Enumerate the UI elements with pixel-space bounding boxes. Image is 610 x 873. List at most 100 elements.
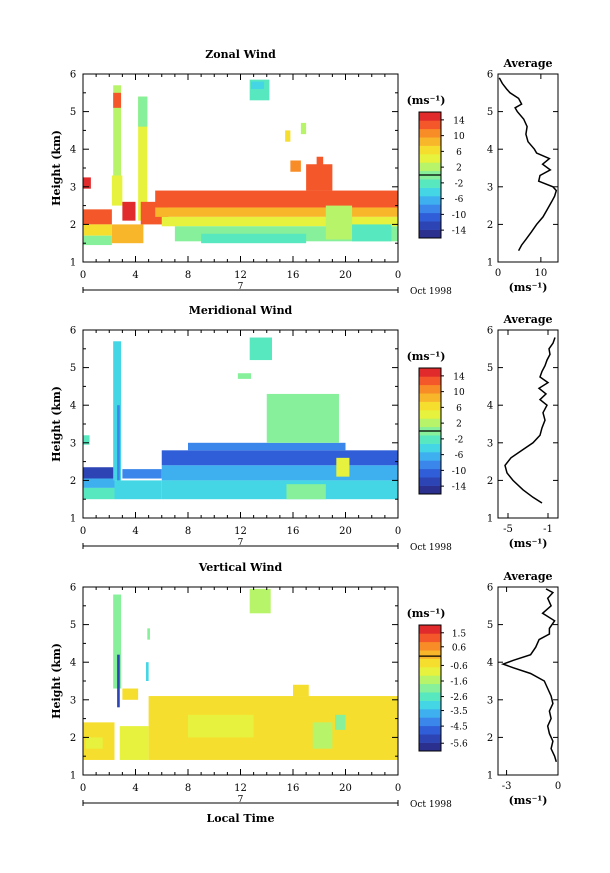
heatmap-cell [352, 224, 392, 242]
avg-y-tick-label: 3 [487, 695, 493, 706]
heatmap-cell [188, 714, 254, 738]
x-tick-label: 16 [287, 526, 300, 537]
colorbar-swatch [419, 675, 441, 685]
heatmap-cell [117, 405, 120, 481]
heatmap-cell [111, 175, 123, 206]
colorbar-tick-label: 2 [456, 164, 462, 174]
avg-title: Average [502, 570, 552, 583]
colorbar-swatch [419, 658, 441, 668]
heatmap-cell [113, 594, 122, 689]
panel-title: Meridional Wind [189, 304, 293, 317]
colorbar-swatch [419, 700, 441, 710]
heatmap-cell [146, 662, 149, 681]
colorbar-swatch [419, 128, 441, 138]
colorbar-tick-label: -1.6 [450, 678, 468, 688]
colorbar-tick-label: -2 [455, 179, 464, 189]
colorbar-swatch [419, 443, 441, 453]
avg-x-tick-label: -5 [503, 524, 513, 535]
heatmap-cell [113, 92, 122, 108]
colorbar-swatch [419, 410, 441, 419]
colorbar-unit-label: (ms⁻¹) [407, 94, 446, 107]
heatmap-cell [300, 122, 307, 135]
colorbar-swatch [419, 418, 441, 428]
colorbar-tick-label: -3.5 [450, 707, 468, 717]
avg-profile-line [498, 77, 558, 252]
heatmap-cell [312, 722, 333, 749]
y-tick-label: 6 [70, 583, 76, 594]
y-axis-label: Height (km) [50, 643, 63, 719]
colorbar-tick-label: 14 [453, 372, 465, 382]
avg-y-tick-label: 1 [487, 258, 493, 269]
y-tick-label: 1 [70, 771, 76, 782]
heatmap-cell [83, 224, 112, 236]
date-label: Oct 1998 [410, 543, 452, 553]
heatmap-cell [83, 177, 91, 189]
x-tick-label: 0 [395, 270, 401, 281]
heatmap-cell [188, 442, 346, 451]
x-tick-label: 8 [185, 783, 191, 794]
y-axis-label: Height (km) [50, 386, 63, 462]
colorbar-unit-label: (ms⁻¹) [407, 607, 446, 620]
colorbar-swatch [419, 187, 441, 197]
x-tick-label: 0 [80, 783, 86, 794]
avg-y-tick-label: 6 [487, 326, 493, 337]
colorbar-swatch [419, 368, 441, 377]
heatmap-cell [119, 726, 149, 760]
colorbar-tick-label: -5.6 [450, 740, 468, 750]
avg-y-tick-label: 2 [487, 220, 493, 231]
heatmap-cell [286, 484, 326, 500]
avg-x-tick-label: 0 [495, 268, 501, 279]
x-axis-label: Local Time [207, 812, 275, 825]
heatmap-cell [138, 96, 148, 127]
panel-title: Vertical Wind [198, 561, 283, 574]
date-label: Oct 1998 [410, 287, 452, 297]
heatmap-cell [249, 337, 272, 361]
y-tick-label: 4 [70, 401, 76, 412]
avg-y-tick-label: 5 [487, 363, 493, 374]
heatmap-cell [83, 209, 112, 225]
x-tick-label: 0 [80, 270, 86, 281]
heatmap-cell [111, 224, 144, 244]
heatmap-cell [155, 207, 398, 217]
colorbar-tick-label: 6 [456, 148, 462, 158]
heatmap-cell [122, 688, 139, 700]
x-tick-label: 12 [234, 270, 247, 281]
heatmap-cell [83, 435, 90, 445]
colorbar-swatch [419, 650, 441, 659]
colorbar-tick-label: 14 [453, 116, 465, 126]
avg-x-tick-label: 10 [534, 268, 547, 279]
colorbar-tick-label: 2 [456, 420, 462, 430]
x-tick-label: 8 [185, 270, 191, 281]
avg-y-tick-label: 6 [487, 70, 493, 81]
heatmap-cell [161, 480, 398, 500]
heatmap-cell [287, 407, 299, 417]
y-tick-label: 6 [70, 326, 76, 337]
y-tick-label: 1 [70, 258, 76, 269]
avg-x-axis-label: (ms⁻¹) [509, 794, 548, 807]
colorbar-tick-label: 1.5 [452, 629, 467, 639]
y-tick-label: 4 [70, 658, 76, 669]
colorbar-swatch [419, 692, 441, 701]
colorbar-swatch [419, 641, 441, 651]
avg-y-tick-label: 5 [487, 107, 493, 118]
colorbar-tick-label: -2.6 [450, 693, 468, 703]
colorbar-swatch [419, 683, 441, 693]
heatmap-cell [114, 480, 162, 500]
avg-frame [497, 329, 559, 519]
heatmap-cell [147, 628, 150, 640]
avg-y-tick-label: 3 [487, 182, 493, 193]
avg-x-tick-label: -1 [543, 524, 553, 535]
colorbar-tick-label: -4.5 [450, 723, 468, 733]
x-tick-label: 12 [234, 526, 247, 537]
x-tick-label: 4 [132, 783, 138, 794]
avg-y-tick-label: 3 [487, 438, 493, 449]
y-tick-label: 4 [70, 145, 76, 156]
colorbar-swatch [419, 204, 441, 214]
heatmap-cell [251, 81, 265, 90]
colorbar-swatch [419, 633, 441, 643]
heatmap-cell [117, 654, 120, 708]
avg-y-tick-label: 4 [487, 401, 493, 412]
heatmap-cell [335, 714, 346, 730]
heatmap-cell [83, 235, 112, 246]
